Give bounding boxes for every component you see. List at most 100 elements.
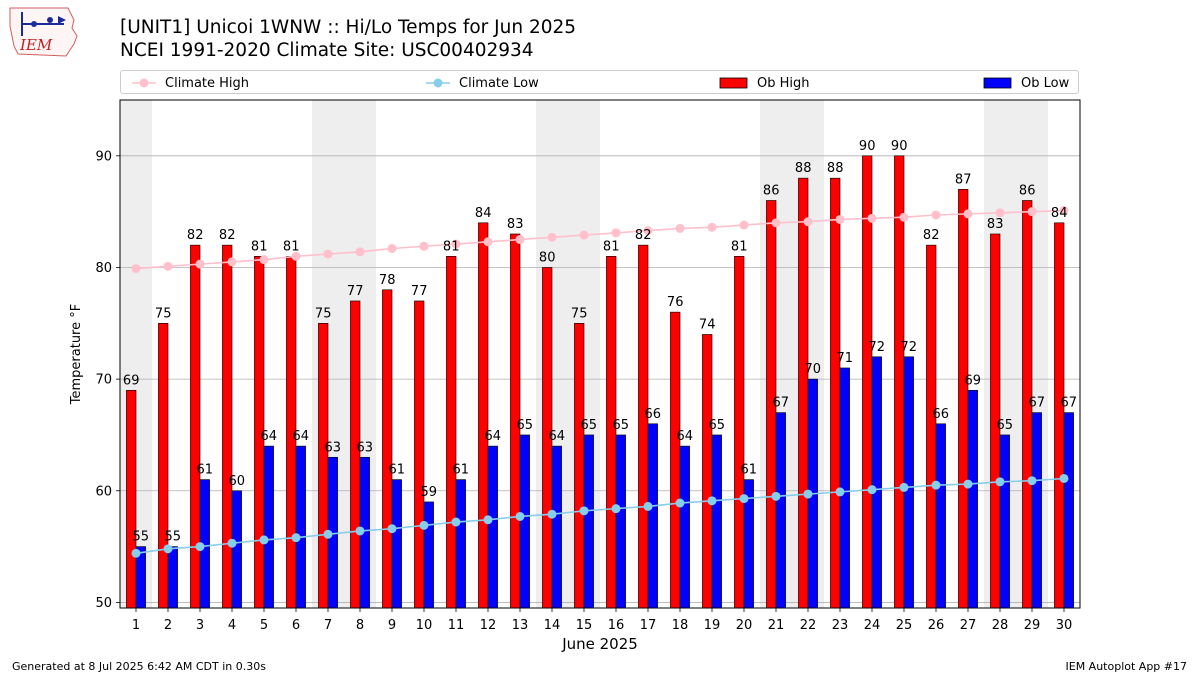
generated-note: Generated at 8 Jul 2025 6:42 AM CDT in 0… xyxy=(12,660,266,673)
ob-high-label: 78 xyxy=(379,273,396,288)
ob-low-bar xyxy=(263,445,274,609)
climate-high-point xyxy=(163,261,173,271)
climate-low-line xyxy=(135,477,1065,555)
climate-low-point xyxy=(931,480,941,490)
ob-high-label: 81 xyxy=(731,239,748,254)
x-tick-label: 15 xyxy=(576,618,593,633)
ob-high-label: 86 xyxy=(763,183,780,198)
climate-high-point xyxy=(515,235,525,245)
legend-ob-low-icon xyxy=(983,77,1012,89)
climate-high-point xyxy=(227,257,237,267)
climate-low-point xyxy=(227,538,237,548)
ob-high-bar xyxy=(446,256,457,609)
ob-high-bar xyxy=(318,322,329,609)
ob-high-bar xyxy=(862,155,873,609)
climate-low-point xyxy=(451,517,461,527)
ob-low-bar xyxy=(295,445,306,609)
ob-low-bar xyxy=(455,479,466,609)
ob-high-bar xyxy=(958,189,969,609)
legend-label: Climate High xyxy=(165,75,250,91)
ob-low-label: 65 xyxy=(709,418,726,433)
ob-high-label: 86 xyxy=(1019,183,1036,198)
y-tick-label: 90 xyxy=(95,149,112,164)
ob-high-bar xyxy=(222,244,233,609)
ob-low-label: 65 xyxy=(613,418,630,433)
ob-low-label: 60 xyxy=(229,474,246,489)
ob-high-label: 81 xyxy=(251,239,268,254)
ob-low-label: 61 xyxy=(197,463,214,478)
ob-high-label: 75 xyxy=(315,306,332,321)
y-tick-label: 50 xyxy=(95,596,112,611)
ob-high-bar xyxy=(478,222,489,609)
ob-low-bar xyxy=(583,434,594,609)
ob-low-label: 59 xyxy=(421,485,438,500)
iem-logo: IEM xyxy=(9,7,78,57)
ob-high-label: 88 xyxy=(827,161,844,176)
climate-high-point xyxy=(1059,206,1069,216)
ob-high-bar xyxy=(574,322,585,609)
ob-high-label: 84 xyxy=(475,206,492,221)
climate-high-point xyxy=(419,241,429,251)
ob-low-label: 71 xyxy=(837,351,854,366)
ob-low-bar xyxy=(871,356,882,609)
ob-low-label: 63 xyxy=(325,440,342,455)
ob-low-label: 65 xyxy=(581,418,598,433)
x-tick-label: 19 xyxy=(704,618,721,633)
ob-low-bar xyxy=(487,445,498,609)
x-tick-label: 24 xyxy=(864,618,881,633)
x-tick-label: 9 xyxy=(388,618,396,633)
climate-high-point xyxy=(483,237,493,247)
legend-climate-low-icon xyxy=(426,78,450,88)
ob-low-bar xyxy=(1063,412,1074,609)
ob-high-label: 87 xyxy=(955,172,972,187)
ob-high-bar xyxy=(702,334,713,609)
legend-label: Climate Low xyxy=(459,75,539,91)
legend-climate-high-icon xyxy=(132,78,156,88)
ob-high-bar xyxy=(414,300,425,609)
legend-ob-low: Ob Low xyxy=(983,71,1069,95)
climate-low-point xyxy=(1059,473,1069,483)
x-tick-label: 2 xyxy=(164,618,172,633)
ob-low-label: 65 xyxy=(997,418,1014,433)
climate-low-point xyxy=(803,489,813,499)
climate-low-point xyxy=(547,509,557,519)
x-tick-label: 3 xyxy=(196,618,204,633)
ob-low-bar xyxy=(679,445,690,609)
ob-high-label: 83 xyxy=(507,217,524,232)
climate-low-point xyxy=(707,496,717,506)
climate-high-point xyxy=(1027,207,1037,217)
climate-high-point xyxy=(867,213,877,223)
ob-high-label: 77 xyxy=(411,284,428,299)
ob-low-label: 55 xyxy=(133,530,150,545)
ob-low-bar xyxy=(167,546,178,609)
x-tick-label: 14 xyxy=(544,618,561,633)
app-note: IEM Autoplot App #17 xyxy=(1065,660,1188,673)
ob-low-label: 72 xyxy=(869,340,886,355)
ob-low-label: 64 xyxy=(293,429,310,444)
x-tick-label: 5 xyxy=(260,618,268,633)
ob-high-bar xyxy=(670,311,681,609)
ob-low-label: 63 xyxy=(357,440,374,455)
ob-low-label: 72 xyxy=(901,340,918,355)
legend-label: Ob Low xyxy=(1021,75,1070,91)
x-tick-label: 7 xyxy=(324,618,332,633)
climate-low-point xyxy=(771,491,781,501)
x-tick-label: 26 xyxy=(928,618,945,633)
climate-low-point xyxy=(675,498,685,508)
climate-low-point xyxy=(163,544,173,554)
ob-low-label: 64 xyxy=(677,429,694,444)
ob-low-label: 64 xyxy=(549,429,566,444)
legend-climate-high: Climate High xyxy=(131,71,249,95)
x-tick-label: 30 xyxy=(1056,618,1073,633)
y-axis-label: Temperature °F xyxy=(69,304,84,405)
ob-low-label: 66 xyxy=(933,407,950,422)
climate-high-point xyxy=(611,228,621,238)
x-tick-label: 8 xyxy=(356,618,364,633)
ob-low-bar xyxy=(647,423,658,609)
x-tick-label: 28 xyxy=(992,618,1009,633)
ob-high-bar xyxy=(158,322,169,609)
ob-low-bar xyxy=(391,479,402,609)
climate-low-point xyxy=(259,535,269,545)
climate-low-point xyxy=(867,485,877,495)
ob-high-label: 90 xyxy=(859,139,876,154)
